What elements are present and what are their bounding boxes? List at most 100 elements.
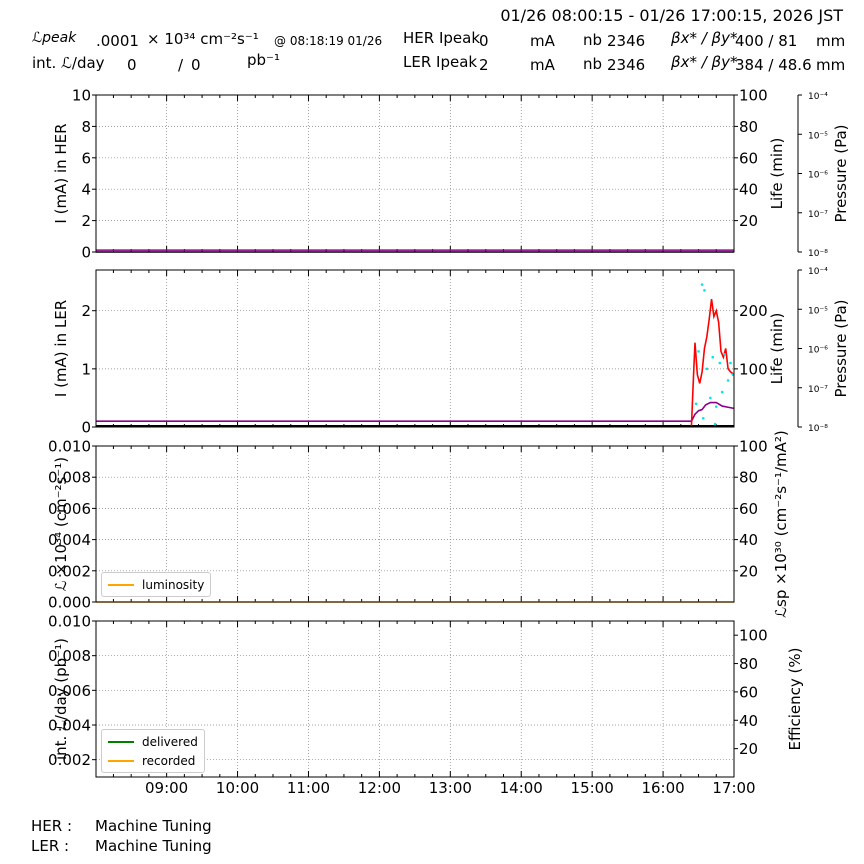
intl-unit: pb⁻¹	[247, 51, 280, 69]
y-tick-label: 0.008	[48, 647, 91, 665]
y2-tick-label: 200	[739, 302, 768, 320]
x-tick-label: 12:00	[358, 779, 401, 797]
ler-beta-value: 384 / 48.6	[735, 56, 812, 74]
ler-ipeak-value: 2	[479, 56, 489, 74]
scatter-point	[705, 367, 709, 371]
luminosity-legend: luminosity	[101, 572, 212, 597]
scatter-point	[703, 289, 706, 292]
intl-value1: 0	[127, 56, 137, 74]
x-tick-label: 13:00	[429, 779, 472, 797]
y-axis-label: ℒ ×10³⁴ (cm⁻²s⁻¹)	[52, 457, 70, 591]
lpeak-label: ℒpeak	[32, 30, 77, 46]
y2-tick-label: 100	[739, 627, 768, 645]
time-range: 01/26 08:00:15 - 01/26 17:00:15, 2026 JS…	[500, 6, 843, 25]
y-tick-label: 0.006	[48, 500, 91, 518]
y-tick-label: 0	[81, 244, 91, 262]
scatter-point	[709, 396, 712, 400]
scatter-point	[731, 373, 735, 376]
her-status-value: Machine Tuning	[95, 817, 212, 835]
her-beta-value: 400 / 81	[735, 32, 798, 50]
y2-tick-label: 80	[739, 469, 758, 487]
pressure-tick-label: 10⁻⁸	[808, 424, 828, 434]
pressure-tick-label: 10⁻⁶	[808, 171, 828, 181]
y-tick-label: 0.000	[48, 594, 91, 612]
ler-status-value: Machine Tuning	[95, 837, 212, 855]
intl-value2: 0	[191, 56, 201, 74]
pressure-tick-label: 10⁻⁷	[808, 385, 828, 395]
pressure-tick-label: 10⁻⁴	[808, 267, 828, 277]
y-tick-label: 0.010	[48, 438, 91, 456]
y-tick-label: 10	[72, 87, 91, 105]
legend-item-luminosity: luminosity	[108, 575, 204, 594]
her-beta-label: βx* / βy*	[671, 29, 738, 47]
scatter-point	[701, 416, 705, 420]
y-tick-label: 0.006	[48, 682, 91, 700]
x-tick-label: 11:00	[287, 779, 330, 797]
y-tick-label: 0.004	[48, 531, 91, 549]
x-tick-label: 10:00	[216, 779, 259, 797]
y2-tick-label: 80	[739, 655, 758, 673]
scatter-point	[700, 283, 704, 286]
scatter-point	[714, 405, 718, 408]
legend-swatch-delivered	[108, 740, 134, 743]
y-axis-label: I (mA) in HER	[52, 123, 70, 223]
intl-label: int. ℒ/day	[32, 54, 105, 72]
ler-beta-label: βx* / βy*	[671, 53, 738, 71]
scatter-point	[694, 402, 698, 406]
pressure-tick-label: 10⁻⁸	[808, 249, 828, 259]
pressure-tick-label: 10⁻⁷	[808, 210, 828, 220]
y2-axis-label: Life (min)	[768, 138, 786, 210]
y-axis-label: int. ℒ/day (pb⁻¹)	[52, 638, 70, 760]
pressure-tick-label: 10⁻⁵	[808, 306, 828, 316]
x-tick-label: 17:00	[712, 779, 755, 797]
y-tick-label: 1	[81, 360, 91, 378]
x-tick-label: 09:00	[145, 779, 188, 797]
pressure-axis-label: Pressure (Pa)	[832, 299, 850, 397]
scatter-point	[697, 350, 700, 353]
pressure-tick-label: 10⁻⁵	[808, 131, 828, 141]
her-status-label: HER :	[31, 817, 73, 835]
panel-frame	[95, 445, 735, 603]
y-axis-label: I (mA) in LER	[52, 300, 70, 397]
y2-axis-label: Life (min)	[768, 313, 786, 385]
y2-tick-label: 80	[739, 118, 758, 136]
scatter-point	[723, 353, 726, 356]
scatter-point	[711, 355, 715, 359]
legend-label-luminosity: luminosity	[142, 577, 205, 592]
her-ipeak-value: 0	[479, 32, 489, 50]
y-tick-label: 0.010	[48, 613, 91, 631]
her-ipeak-unit: mA	[530, 32, 555, 50]
pressure-axis-label: Pressure (Pa)	[832, 124, 850, 222]
ler-beta-unit: mm	[816, 56, 846, 74]
y2-tick-label: 20	[739, 562, 758, 580]
y2-tick-label: 100	[739, 438, 768, 456]
ler-nb-label: nb	[583, 55, 603, 73]
y2-tick-label: 60	[739, 149, 758, 167]
y2-tick-label: 20	[739, 740, 758, 758]
ler-nb-value: 2346	[607, 56, 646, 74]
x-tick-label: 15:00	[571, 779, 614, 797]
lpeak-value: .0001	[96, 32, 139, 50]
legend-item-delivered: delivered	[108, 732, 198, 751]
intl-sep: /	[178, 56, 184, 74]
legend-swatch-luminosity	[108, 583, 134, 586]
scatter-point	[713, 422, 717, 426]
legend-label-recorded: recorded	[142, 753, 196, 768]
panel-frame	[95, 94, 735, 253]
her-ipeak-label: HER Ipeak	[403, 29, 480, 47]
series-line	[690, 298, 735, 426]
y-tick-label: 2	[81, 302, 91, 320]
ler-status-label: LER :	[31, 837, 70, 855]
y2-axis-label: Efficiency (%)	[786, 648, 804, 751]
y-tick-label: 0.004	[48, 717, 91, 735]
y-tick-label: 4	[81, 181, 91, 199]
y2-tick-label: 20	[739, 212, 758, 230]
y-tick-label: 0.002	[48, 562, 91, 580]
panel-frame	[95, 620, 735, 778]
legend-label-delivered: delivered	[142, 734, 198, 749]
y-tick-label: 8	[81, 118, 91, 136]
scatter-point	[726, 379, 730, 382]
scatter-point	[729, 361, 732, 365]
y2-tick-label: 100	[739, 360, 768, 378]
